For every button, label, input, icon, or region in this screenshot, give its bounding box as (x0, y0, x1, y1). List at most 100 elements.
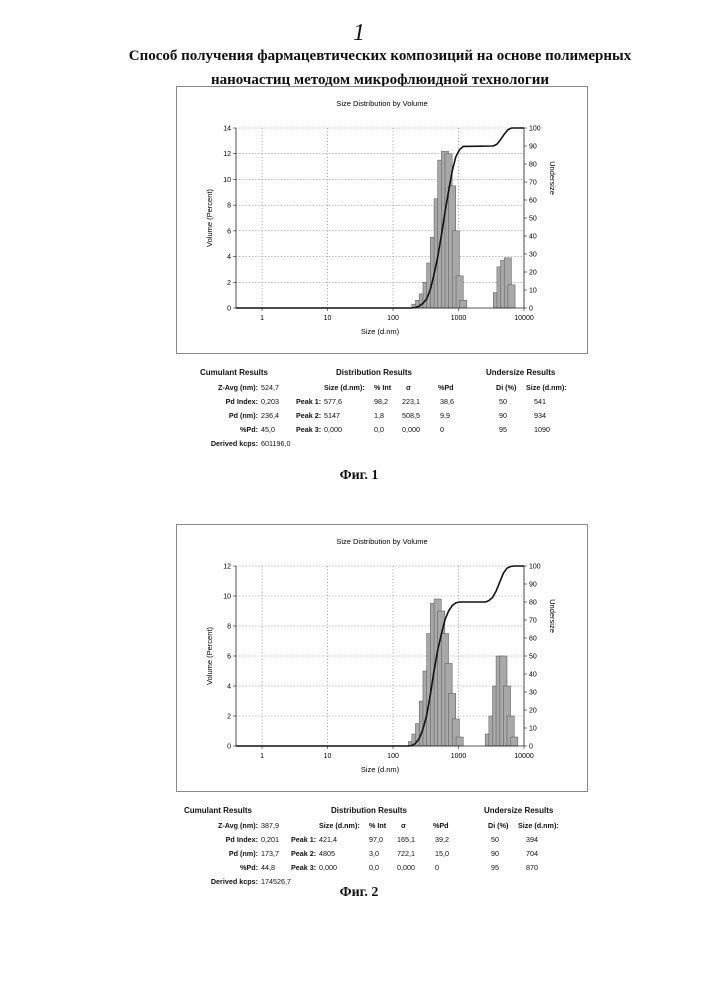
cumulant-label: %Pd: (240, 863, 258, 872)
peak-int: 3,0 (369, 849, 379, 858)
peak-int: 97,0 (369, 835, 383, 844)
size-distribution-chart: Size Distribution by Volume1101001000100… (176, 86, 588, 354)
cumulant-value: 601196,0 (261, 439, 290, 448)
x-axis-label: Size (d.nm) (361, 765, 400, 774)
histogram-bar (508, 285, 515, 308)
y2-tick-label: 100 (529, 126, 541, 133)
cumulant-value: 45,0 (261, 425, 275, 434)
y-tick-label: 2 (227, 714, 231, 721)
y2-tick-label: 70 (529, 618, 537, 625)
peak-size: 0,000 (324, 425, 342, 434)
peak-size: 4805 (319, 849, 335, 858)
dist-header: Size (d.nm): (319, 821, 360, 830)
undersize-header: Size (d.nm): (526, 383, 567, 392)
peak-pd: 9,9 (440, 411, 450, 420)
undersize-di: 90 (499, 411, 507, 420)
peak-size: 0,000 (319, 863, 337, 872)
peak-sigma: 0,000 (397, 863, 415, 872)
y-tick-label: 8 (227, 624, 231, 631)
y-tick-label: 8 (227, 203, 231, 210)
y2-tick-label: 80 (529, 600, 537, 607)
undersize-header: Di (%) (488, 821, 508, 830)
cumulant-value: 173,7 (261, 849, 279, 858)
dist-header: Size (d.nm): (324, 383, 365, 392)
peak-int: 0,0 (374, 425, 384, 434)
cumulant-value: 236,4 (261, 411, 279, 420)
y2-tick-label: 50 (529, 654, 537, 661)
cumulant-value: 44,8 (261, 863, 275, 872)
undersize-size: 394 (526, 835, 538, 844)
y2-tick-label: 10 (529, 726, 537, 733)
dist-header: σ (406, 383, 411, 392)
y2-tick-label: 90 (529, 144, 537, 151)
dist-header: %Pd (438, 383, 454, 392)
y-tick-label: 0 (227, 744, 231, 751)
peak-label: Peak 2: (296, 411, 321, 420)
cumulant-value: 0,203 (261, 397, 279, 406)
peak-label: Peak 1: (291, 835, 316, 844)
undersize-size: 870 (526, 863, 538, 872)
y-tick-label: 12 (223, 564, 231, 571)
cumulant-results-title: Cumulant Results (184, 806, 252, 815)
peak-int: 98,2 (374, 397, 388, 406)
peak-pd: 0 (435, 863, 439, 872)
undersize-di: 95 (499, 425, 507, 434)
distribution-results-title: Distribution Results (336, 368, 412, 377)
cumulant-label: %Pd: (240, 425, 258, 434)
dist-header: %Pd (433, 821, 449, 830)
peak-label: Peak 2: (291, 849, 316, 858)
cumulant-label: Z-Avg (nm): (218, 821, 258, 830)
histogram-bar (456, 737, 463, 746)
peak-pd: 38,6 (440, 397, 454, 406)
y2-axis-label: Undersize (548, 599, 557, 633)
y2-tick-label: 60 (529, 198, 537, 205)
x-tick-label: 10000 (514, 753, 534, 760)
undersize-size: 934 (534, 411, 546, 420)
peak-int: 0,0 (369, 863, 379, 872)
y-tick-label: 0 (227, 306, 231, 313)
peak-sigma: 722,1 (397, 849, 415, 858)
undersize-size: 541 (534, 397, 546, 406)
peak-sigma: 165,1 (397, 835, 415, 844)
y2-tick-label: 60 (529, 636, 537, 643)
title-line-1: Способ получения фармацевтических композ… (120, 44, 640, 68)
y-tick-label: 6 (227, 654, 231, 661)
undersize-size: 704 (526, 849, 538, 858)
peak-sigma: 0,000 (402, 425, 420, 434)
peak-label: Peak 3: (291, 863, 316, 872)
y2-axis-label: Undersize (548, 161, 557, 195)
y2-tick-label: 80 (529, 162, 537, 169)
peak-size: 421,4 (319, 835, 337, 844)
peak-pd: 39,2 (435, 835, 449, 844)
y-tick-label: 10 (223, 594, 231, 601)
y2-tick-label: 40 (529, 672, 537, 679)
distribution-results-title: Distribution Results (331, 806, 407, 815)
undersize-header: Size (d.nm): (518, 821, 559, 830)
y2-tick-label: 30 (529, 252, 537, 259)
x-axis-label: Size (d.nm) (361, 327, 400, 336)
y-axis-label: Volume (Percent) (205, 189, 214, 247)
y2-tick-label: 0 (529, 744, 533, 751)
peak-label: Peak 3: (296, 425, 321, 434)
y-tick-label: 6 (227, 228, 231, 235)
undersize-di: 90 (491, 849, 499, 858)
x-tick-label: 1000 (451, 753, 467, 760)
y2-tick-label: 0 (529, 306, 533, 313)
cumulant-results-title: Cumulant Results (200, 368, 268, 377)
x-tick-label: 10 (324, 315, 332, 322)
y2-tick-label: 20 (529, 708, 537, 715)
cumulant-label: Pd Index: (226, 835, 258, 844)
undersize-di: 50 (499, 397, 507, 406)
page-number: 1 (0, 20, 718, 47)
y-tick-label: 2 (227, 280, 231, 287)
figure-1-caption: Фиг. 1 (0, 468, 718, 484)
cumulant-label: Z-Avg (nm): (218, 383, 258, 392)
peak-label: Peak 1: (296, 397, 321, 406)
y2-tick-label: 90 (529, 582, 537, 589)
y-axis-label: Volume (Percent) (205, 627, 214, 685)
y2-tick-label: 50 (529, 216, 537, 223)
peak-size: 577,6 (324, 397, 342, 406)
x-tick-label: 100 (387, 753, 399, 760)
y2-tick-label: 10 (529, 288, 537, 295)
x-tick-label: 1 (260, 753, 264, 760)
